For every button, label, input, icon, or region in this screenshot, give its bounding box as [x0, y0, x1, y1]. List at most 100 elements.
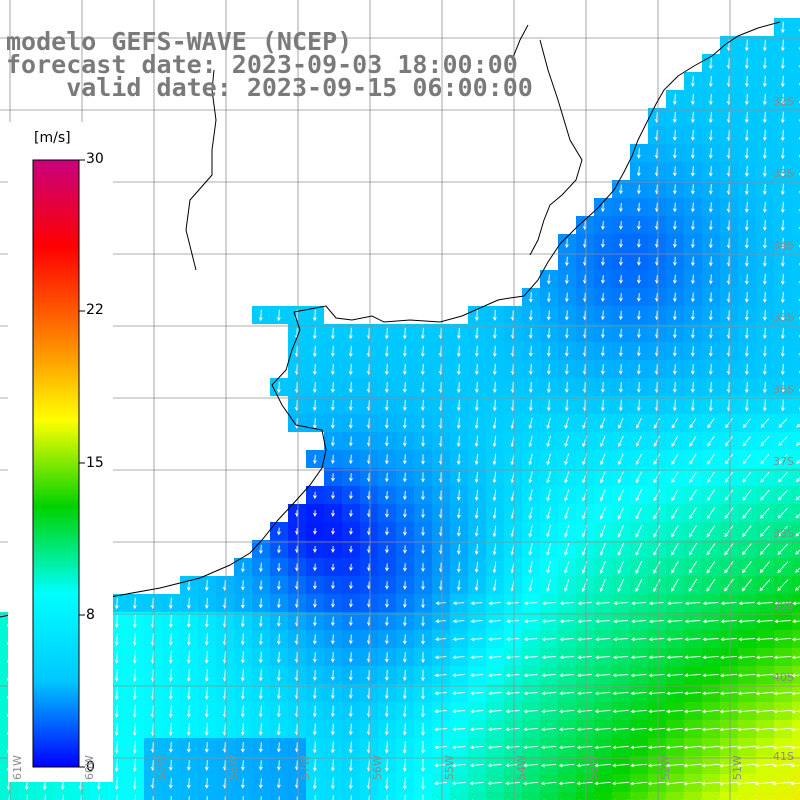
wind-arrow: [755, 655, 774, 660]
wind-arrow: [741, 579, 752, 592]
wind-arrow: [777, 543, 789, 555]
wind-arrow: [724, 489, 734, 501]
wind-arrow: [421, 616, 425, 627]
wind-arrow: [760, 436, 770, 447]
wind-arrow: [635, 578, 643, 592]
wind-arrow: [240, 562, 245, 573]
wind-arrow: [791, 673, 800, 678]
wind-arrow: [741, 561, 752, 574]
wind-arrow: [206, 796, 208, 800]
wind-arrow: [777, 579, 789, 592]
wind-arrow: [683, 745, 702, 750]
wind-arrow: [276, 633, 281, 646]
wind-arrow: [312, 777, 317, 790]
wind-arrow: [720, 601, 737, 606]
wind-arrow: [600, 453, 606, 466]
wind-arrow: [618, 184, 623, 195]
wind-arrow: [528, 345, 533, 357]
wind-arrow: [744, 75, 749, 88]
wind-arrow: [348, 363, 353, 376]
wind-arrow: [653, 560, 661, 574]
wind-arrow: [330, 418, 335, 429]
wind-arrow: [456, 453, 461, 466]
wind-arrow: [684, 601, 701, 606]
wind-arrow: [564, 560, 570, 574]
wind-cell: [792, 378, 800, 396]
wind-arrow: [708, 345, 713, 357]
wind-cell: [738, 792, 756, 800]
wind-arrow: [116, 794, 118, 800]
wind-arrow: [744, 111, 749, 124]
wind-arrow: [456, 471, 461, 483]
wind-arrow: [168, 651, 173, 664]
wind-arrow: [528, 399, 533, 412]
wind-arrow: [528, 327, 533, 339]
lon-label-56w: 56W: [371, 755, 384, 780]
forecast-date: forecast date: 2023-09-03 18:00:00: [6, 50, 518, 79]
wind-arrow: [505, 691, 520, 696]
wind-arrow: [488, 655, 502, 660]
wind-arrow: [258, 705, 263, 718]
wind-arrow: [672, 238, 677, 249]
wind-arrow: [330, 581, 335, 590]
wind-arrow: [168, 777, 173, 789]
wind-cell: [684, 792, 702, 800]
wind-arrow: [421, 759, 425, 772]
wind-arrow: [276, 687, 281, 700]
wind-arrow: [618, 310, 623, 321]
wind-arrow: [204, 723, 209, 736]
wind-arrow: [780, 345, 785, 358]
wind-arrow: [708, 363, 713, 376]
wind-arrow: [737, 691, 756, 696]
wind-arrow: [648, 691, 665, 696]
wind-arrow: [630, 691, 647, 696]
wind-arrow: [594, 709, 611, 714]
wind-arrow: [434, 709, 447, 714]
wind-arrow: [348, 436, 353, 447]
wind-arrow: [708, 147, 713, 159]
wind-arrow: [635, 542, 643, 556]
wind-arrow: [635, 435, 642, 447]
wind-arrow: [720, 655, 737, 660]
wind-arrow: [744, 363, 749, 376]
wind-arrow: [581, 578, 588, 592]
wind-arrow: [258, 687, 263, 700]
wind-cell: [792, 270, 800, 288]
wind-arrow: [564, 310, 569, 321]
colorbar: [8, 122, 113, 782]
wind-arrow: [672, 292, 677, 303]
wind-arrow: [744, 147, 749, 160]
wind-arrow: [636, 239, 641, 248]
wind-arrow: [672, 129, 677, 141]
wind-arrow: [474, 417, 479, 430]
wind-arrow: [762, 57, 767, 70]
wind-arrow: [330, 759, 335, 772]
wind-arrow: [168, 686, 173, 700]
wind-arrow: [762, 309, 767, 322]
wind-arrow: [474, 345, 479, 358]
wind-arrow: [701, 691, 720, 696]
wind-arrow: [773, 673, 792, 678]
wind-arrow: [672, 310, 677, 321]
wind-arrow: [348, 581, 353, 590]
wind-arrow: [523, 691, 538, 696]
wind-arrow: [762, 147, 767, 160]
wind-arrow: [384, 381, 389, 394]
wind-arrow: [452, 637, 465, 642]
wind-arrow: [684, 637, 701, 642]
wind-arrow: [671, 489, 679, 502]
wind-arrow: [690, 75, 695, 88]
wind-arrow: [690, 310, 695, 321]
wind-arrow: [540, 745, 557, 750]
wind-arrow: [505, 727, 520, 732]
wind-arrow: [780, 75, 785, 88]
wind-arrow: [276, 580, 281, 591]
wind-arrow: [312, 363, 317, 376]
wind-cell: [540, 792, 558, 800]
wind-arrow: [434, 691, 447, 696]
wind-cell: [792, 252, 800, 270]
wind-arrow: [421, 526, 425, 537]
lon-label-55w: 55W: [443, 755, 456, 780]
wind-arrow: [8, 794, 10, 800]
wind-arrow: [576, 745, 593, 750]
